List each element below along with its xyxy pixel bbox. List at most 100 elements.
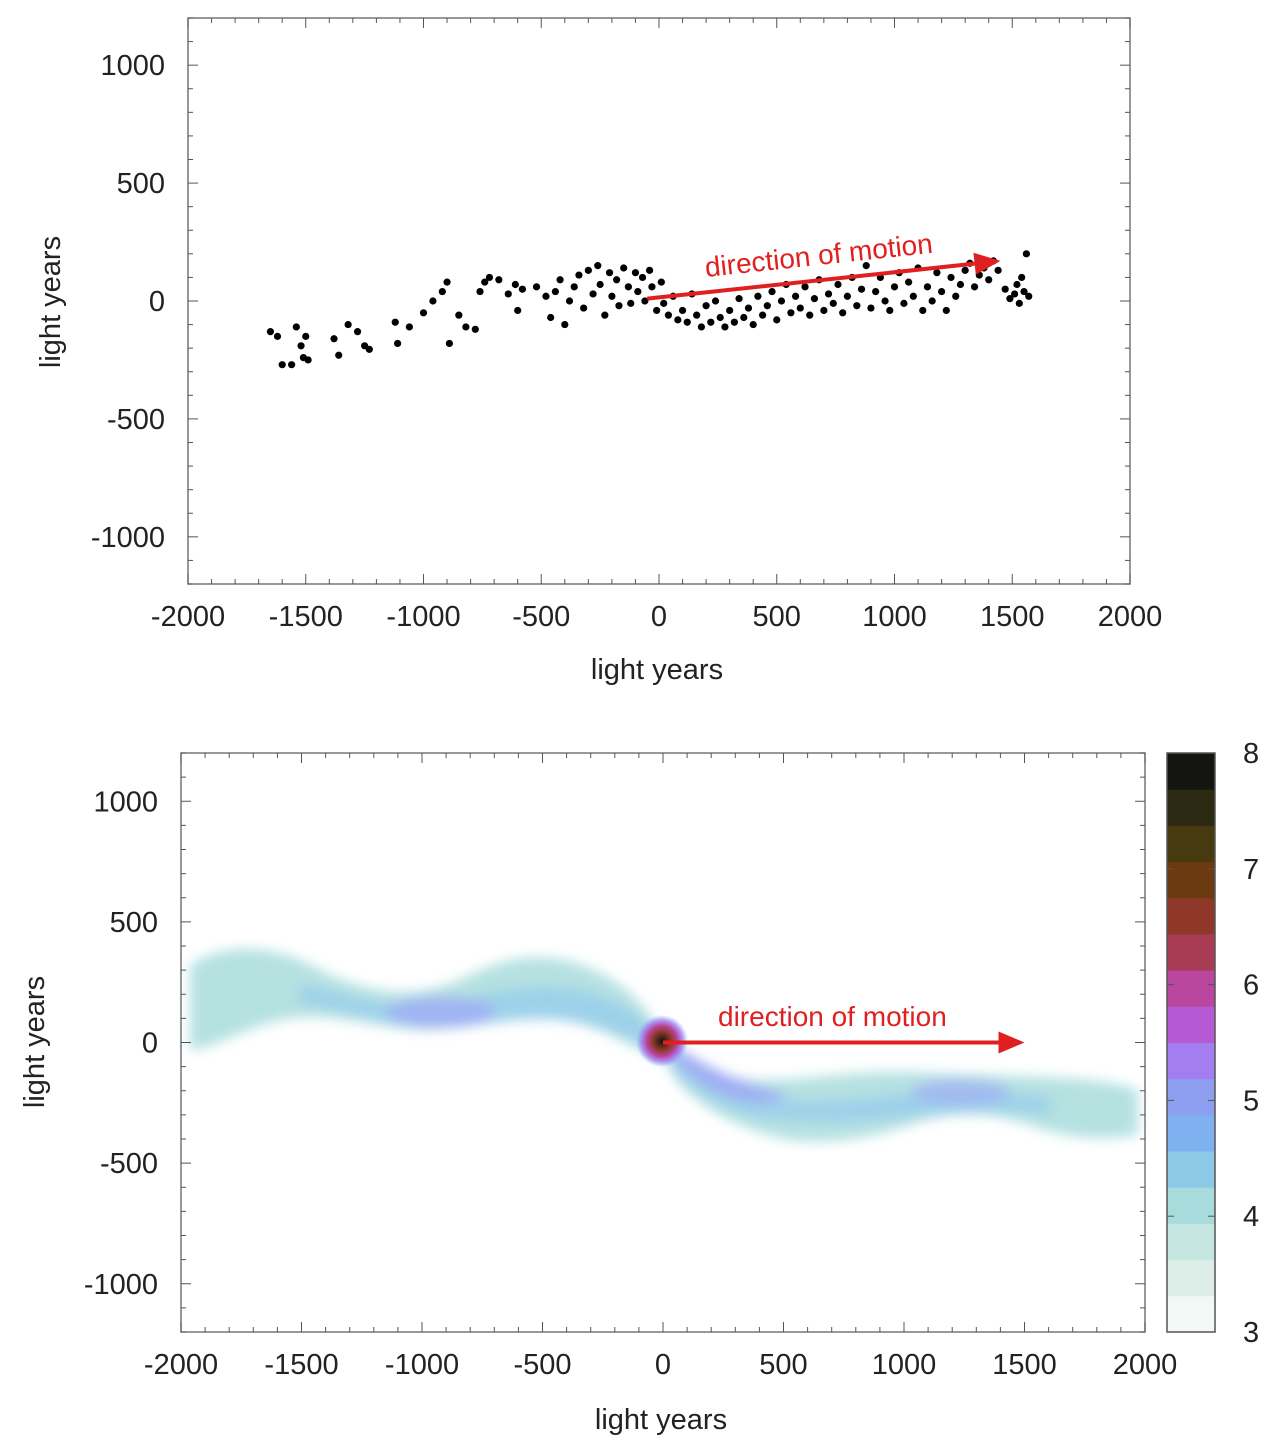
colorbar-band bbox=[1167, 861, 1215, 899]
colorbar-band bbox=[1167, 897, 1215, 935]
scatter-point bbox=[923, 283, 932, 291]
scatter-point bbox=[419, 309, 428, 317]
scatter-point bbox=[580, 304, 588, 312]
colorbar-band bbox=[1167, 1295, 1215, 1333]
scatter-point bbox=[933, 269, 941, 277]
scatter-point bbox=[624, 283, 632, 291]
scatter-point bbox=[697, 323, 705, 331]
scatter-point bbox=[638, 273, 647, 282]
scatter-point bbox=[273, 332, 282, 340]
scatter-point bbox=[556, 276, 564, 284]
heatmap-left-knot bbox=[385, 996, 495, 1028]
scatter-point bbox=[645, 266, 654, 274]
scatter-point bbox=[634, 287, 642, 296]
scatter-point bbox=[471, 325, 479, 333]
scatter-point bbox=[641, 297, 649, 305]
scatter-point bbox=[839, 309, 847, 317]
colorbar-band bbox=[1167, 970, 1215, 1007]
scatter-point bbox=[994, 266, 1002, 274]
scatter-point bbox=[886, 306, 894, 315]
scatter-point bbox=[495, 276, 503, 284]
scatter-point bbox=[806, 311, 814, 319]
heatmap-annotation-label: direction of motion bbox=[718, 1001, 947, 1032]
scatter-point bbox=[648, 283, 656, 291]
heatmap-x-tick-label: 500 bbox=[759, 1349, 807, 1381]
scatter-point bbox=[455, 311, 463, 319]
scatter-x-tick-label: -1500 bbox=[269, 601, 343, 633]
scatter-point bbox=[405, 323, 413, 331]
scatter-point bbox=[511, 280, 519, 289]
heatmap-core bbox=[636, 1015, 688, 1067]
scatter-point bbox=[481, 278, 489, 286]
scatter-point bbox=[514, 306, 522, 315]
scatter-point bbox=[393, 339, 402, 348]
scatter-arrow-head bbox=[973, 252, 1001, 275]
heatmap-axis-ticks: -2000 -1500 -1000 -500 0 500 1000 1500 2000 1000 5… bbox=[84, 752, 1177, 1381]
scatter-point bbox=[740, 313, 748, 322]
scatter-point bbox=[763, 302, 771, 310]
colorbar-band bbox=[1167, 1187, 1215, 1224]
colorbar-tick-label: 4 bbox=[1243, 1201, 1259, 1233]
scatter-point bbox=[631, 269, 640, 277]
scatter-point bbox=[820, 306, 828, 315]
heatmap-density bbox=[190, 948, 1138, 1142]
colorbar-frame bbox=[1166, 752, 1216, 1333]
scatter-point bbox=[890, 283, 899, 291]
scatter-point bbox=[905, 278, 913, 286]
scatter-point bbox=[589, 290, 597, 298]
scatter-point bbox=[608, 292, 616, 300]
scatter-point bbox=[674, 316, 682, 324]
scatter-arrow-shaft bbox=[647, 261, 975, 301]
scatter-point bbox=[561, 320, 569, 329]
scatter-point bbox=[627, 299, 635, 307]
scatter-point bbox=[829, 299, 837, 307]
scatter-point bbox=[297, 342, 305, 350]
scatter-point bbox=[777, 297, 786, 305]
scatter-point bbox=[304, 356, 312, 364]
scatter-point bbox=[302, 332, 310, 340]
heatmap-direction-arrow bbox=[663, 1031, 1025, 1054]
scatter-point bbox=[542, 292, 550, 300]
heatmap-y-tick-label: -1000 bbox=[84, 1269, 158, 1301]
scatter-axis-ticks: -2000 -1500 -1000 -500 0 500 1000 1500 2000 1000 5… bbox=[91, 17, 1162, 633]
scatter-point bbox=[900, 299, 908, 307]
scatter-x-tick-label: -1000 bbox=[386, 601, 460, 633]
scatter-point bbox=[1025, 292, 1033, 300]
heatmap-x-tick-label: 1500 bbox=[992, 1349, 1057, 1381]
colorbar-band bbox=[1167, 753, 1215, 790]
scatter-x-tick-label: 1000 bbox=[862, 601, 927, 633]
heatmap-x-tick-label: -1500 bbox=[264, 1349, 338, 1381]
scatter-point bbox=[575, 271, 583, 279]
scatter-point bbox=[653, 306, 661, 315]
scatter-point bbox=[476, 287, 484, 296]
colorbar-tick-label: 7 bbox=[1243, 854, 1259, 886]
scatter-point bbox=[1022, 250, 1030, 258]
heatmap-right-knot bbox=[910, 1079, 1010, 1105]
scatter-point bbox=[716, 313, 724, 322]
heatmap-x-tick-label: -2000 bbox=[144, 1349, 218, 1381]
colorbar-band bbox=[1167, 789, 1215, 826]
scatter-point bbox=[518, 285, 527, 293]
scatter-point bbox=[504, 290, 512, 298]
scatter-point bbox=[749, 320, 757, 329]
heatmap-y-axis-label: light years bbox=[19, 976, 51, 1108]
colorbar-band bbox=[1167, 1151, 1215, 1188]
colorbar-band bbox=[1167, 933, 1215, 971]
scatter-point bbox=[796, 304, 804, 312]
scatter-point bbox=[551, 287, 559, 296]
scatter-point bbox=[565, 297, 574, 305]
scatter-point bbox=[532, 283, 541, 291]
scatter-point bbox=[942, 306, 950, 315]
colorbar-bands bbox=[1167, 753, 1215, 1333]
scatter-point bbox=[365, 345, 373, 353]
scatter-point bbox=[693, 311, 701, 319]
scatter-point bbox=[1015, 299, 1023, 307]
colorbar-tick-label: 6 bbox=[1243, 970, 1259, 1002]
heatmap-y-tick-label: -500 bbox=[100, 1148, 158, 1180]
scatter-point bbox=[584, 266, 592, 274]
scatter-point bbox=[278, 361, 286, 369]
scatter-point bbox=[810, 295, 819, 303]
scatter-point bbox=[702, 302, 710, 310]
scatter-point bbox=[1013, 280, 1021, 289]
